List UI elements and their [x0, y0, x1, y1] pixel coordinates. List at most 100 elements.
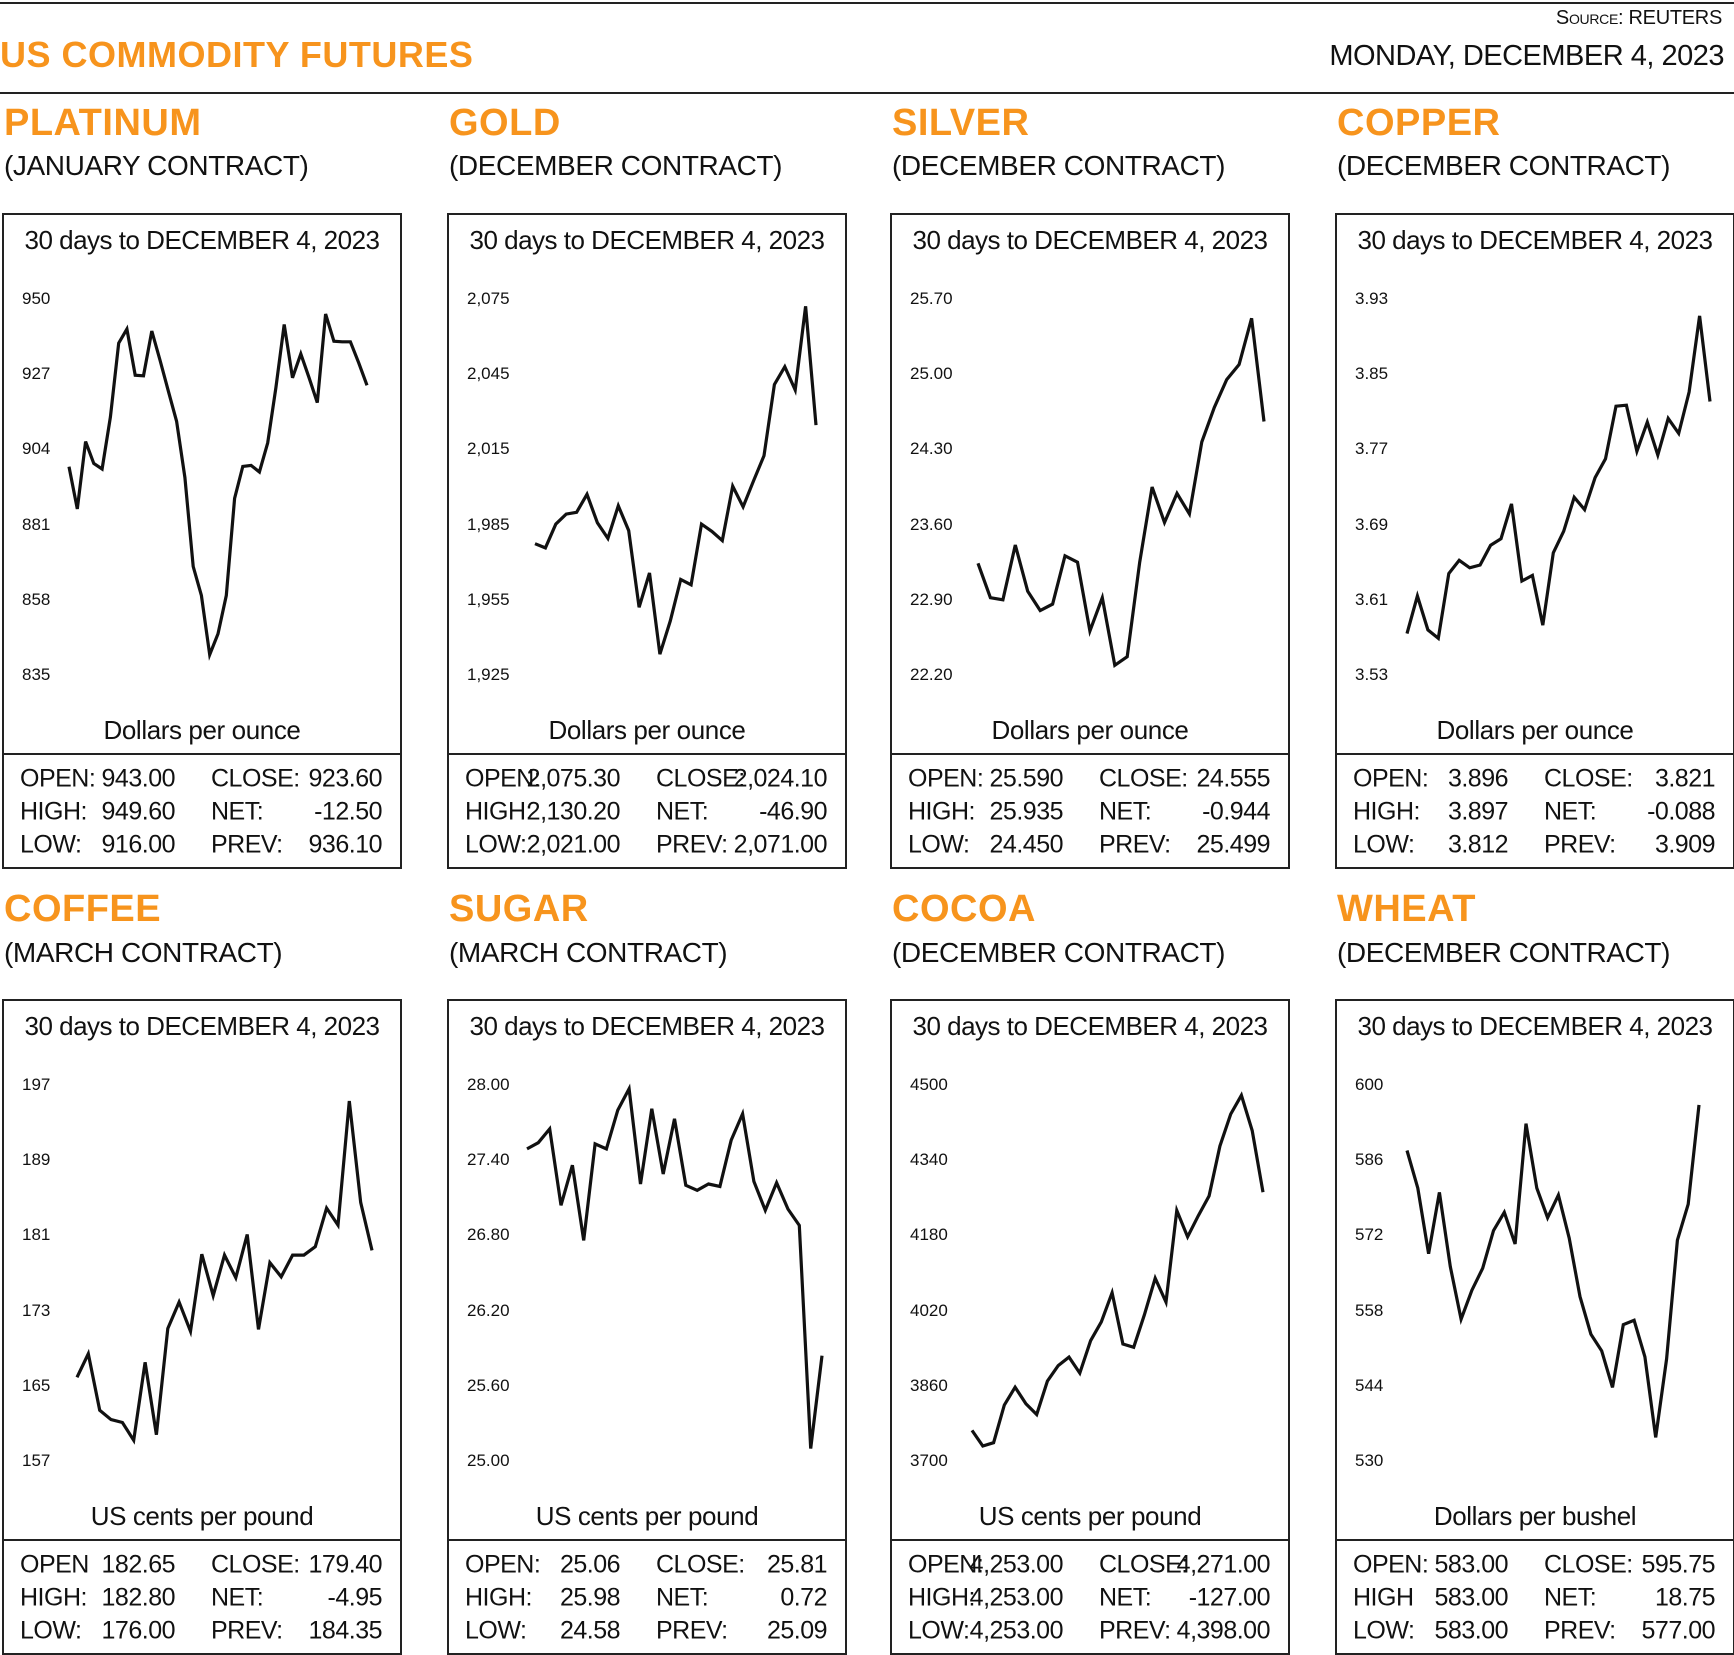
y-tick-label: 189: [22, 1150, 51, 1170]
open-label: OPEN: [20, 1550, 89, 1579]
y-tick-label: 586: [1355, 1150, 1384, 1170]
price-line-chart: [1405, 1104, 1701, 1438]
open-label: OPEN:: [1353, 1550, 1429, 1579]
net-label: NET:: [211, 797, 264, 826]
page-title: US COMMODITY FUTURES: [0, 34, 474, 75]
y-tick-label: 157: [22, 1451, 51, 1470]
prev-value: 936.10: [308, 830, 383, 859]
high-label: HIGH:: [908, 1583, 975, 1612]
price-series-line: [75, 1100, 374, 1445]
y-tick-label: 27.40: [467, 1150, 510, 1170]
y-tick-label: 24.30: [910, 439, 953, 459]
commodity-name: PLATINUM: [4, 102, 202, 144]
unit-label: US cents per pound: [978, 1501, 1202, 1531]
net-label: NET:: [1099, 797, 1152, 826]
high-value: 2,130.20: [526, 797, 621, 826]
net-label: NET:: [211, 1583, 264, 1612]
y-tick-label: 1,925: [467, 665, 510, 684]
low-value: 176.00: [101, 1616, 176, 1645]
unit-label: Dollars per ounce: [991, 715, 1189, 745]
chart-box: 30 days to DECEMBER 4, 2023 600 586 572 558 5…: [1335, 999, 1734, 1655]
chart-box: 30 days to DECEMBER 4, 2023 25.70 25.00 24.…: [890, 213, 1290, 869]
low-value: 4,253.00: [969, 1616, 1064, 1645]
y-tick-label: 1,985: [467, 514, 510, 534]
close-value: 923.60: [308, 764, 383, 793]
close-value: 179.40: [308, 1550, 383, 1579]
prev-label: PREV:: [656, 1616, 728, 1645]
close-label: CLOSE:: [1544, 764, 1633, 793]
high-value: 949.60: [101, 797, 176, 826]
y-tick-label: 558: [1355, 1300, 1384, 1320]
open-label: OPEN:: [465, 764, 541, 793]
contract-label: (DECEMBER CONTRACT): [449, 150, 783, 181]
y-tick-label: 165: [22, 1375, 51, 1395]
net-value: 18.75: [1654, 1583, 1716, 1612]
chart-title: 30 days to DECEMBER 4, 2023: [469, 1011, 825, 1041]
chart-box: 30 days to DECEMBER 4, 2023 4500 4340 4180 4…: [890, 999, 1290, 1655]
low-label: LOW:: [465, 1616, 527, 1645]
commodity-name: COFFEE: [4, 888, 162, 930]
net-value: -0.944: [1202, 797, 1270, 826]
y-tick-label: 181: [22, 1225, 51, 1245]
high-label: HIGH:: [465, 797, 532, 826]
y-tick-label: 3.53: [1355, 665, 1389, 684]
contract-label: (DECEMBER CONTRACT): [892, 150, 1226, 181]
commodity-name: GOLD: [449, 102, 561, 144]
y-tick-label: 173: [22, 1300, 51, 1320]
high-value: 25.935: [989, 797, 1064, 826]
y-tick-label: 3.85: [1355, 364, 1389, 384]
net-value: -4.95: [327, 1583, 383, 1612]
high-value: 182.80: [101, 1583, 176, 1612]
commodity-name: COCOA: [892, 888, 1036, 930]
open-label: OPEN:: [465, 1550, 541, 1579]
y-tick-label: 2,015: [467, 439, 510, 459]
prev-label: PREV:: [1544, 830, 1616, 859]
net-value: -46.90: [759, 797, 827, 826]
open-value: 182.65: [101, 1550, 176, 1579]
price-series-line: [67, 313, 369, 661]
open-value: 2,075.30: [526, 764, 621, 793]
open-label: OPEN:: [908, 1550, 984, 1579]
low-label: LOW:: [908, 1616, 970, 1645]
chart-box: 30 days to DECEMBER 4, 2023 3.93 3.85 3.77 3…: [1335, 213, 1734, 869]
y-tick-label: 2,045: [467, 364, 510, 384]
low-value: 3.812: [1447, 830, 1509, 859]
y-tick-label: 858: [22, 589, 51, 609]
y-tick-label: 530: [1355, 1451, 1384, 1470]
top-rule: [0, 2, 1734, 4]
chart-title: 30 days to DECEMBER 4, 2023: [1357, 225, 1713, 255]
price-line-chart: [526, 1083, 824, 1449]
commodity-name: WHEAT: [1337, 888, 1476, 930]
y-tick-label: 25.70: [910, 289, 953, 308]
low-value: 583.00: [1434, 1616, 1509, 1645]
y-tick-label: 1,955: [467, 589, 510, 609]
prev-value: 184.35: [308, 1616, 383, 1645]
net-label: NET:: [656, 1583, 709, 1612]
stats-divider: [1337, 753, 1733, 755]
y-tick-label: 4500: [910, 1075, 948, 1094]
y-tick-label: 26.20: [467, 1300, 510, 1320]
open-label: OPEN:: [20, 764, 96, 793]
y-tick-label: 3.77: [1355, 439, 1389, 459]
chart-title: 30 days to DECEMBER 4, 2023: [24, 225, 380, 255]
unit-label: Dollars per ounce: [1436, 715, 1634, 745]
open-label: OPEN:: [908, 764, 984, 793]
prev-label: PREV:: [211, 1616, 283, 1645]
price-line-chart: [976, 317, 1266, 669]
net-label: NET:: [656, 797, 709, 826]
price-series-line: [970, 1091, 1265, 1448]
price-line-chart: [1405, 315, 1712, 642]
y-tick-label: 25.60: [467, 1375, 510, 1395]
source-credit: Source: REUTERS: [1555, 7, 1722, 29]
price-series-line: [1405, 1104, 1701, 1438]
prev-value: 4,398.00: [1176, 1616, 1271, 1645]
open-value: 943.00: [101, 764, 176, 793]
y-tick-label: 3.69: [1355, 514, 1389, 534]
chart-title: 30 days to DECEMBER 4, 2023: [912, 1011, 1268, 1041]
y-tick-label: 4020: [910, 1300, 948, 1320]
prev-value: 25.09: [766, 1616, 828, 1645]
y-tick-label: 544: [1355, 1375, 1384, 1395]
close-label: CLOSE:: [1099, 1550, 1188, 1579]
prev-value: 3.909: [1654, 830, 1716, 859]
prev-label: PREV:: [1099, 830, 1171, 859]
